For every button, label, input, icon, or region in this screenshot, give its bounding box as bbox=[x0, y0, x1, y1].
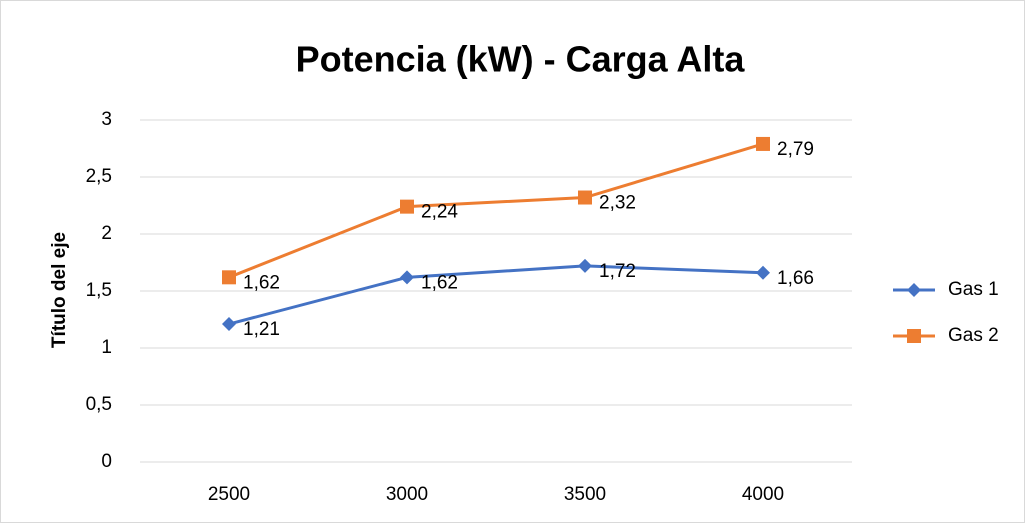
marker bbox=[400, 199, 414, 214]
data-label: 1,62 bbox=[243, 272, 280, 293]
marker bbox=[400, 270, 414, 285]
y-tick-label: 2,5 bbox=[86, 166, 112, 187]
x-tick-label: 2500 bbox=[208, 484, 250, 505]
marker bbox=[222, 270, 236, 285]
marker bbox=[907, 329, 921, 343]
legend-label: Gas 1 bbox=[948, 279, 999, 300]
data-label: 1,72 bbox=[599, 261, 636, 282]
line bbox=[228, 264, 764, 326]
y-tick-label: 0 bbox=[101, 451, 112, 472]
line bbox=[228, 142, 764, 279]
marker bbox=[907, 283, 921, 297]
legend-label: Gas 2 bbox=[948, 325, 999, 346]
data-label: 1,21 bbox=[243, 319, 280, 340]
data-label: 2,24 bbox=[421, 202, 458, 223]
chart-title: Potencia (kW) - Carga Alta bbox=[296, 39, 746, 80]
y-tick-label: 1,5 bbox=[86, 280, 112, 301]
marker bbox=[756, 136, 770, 151]
data-label: 2,79 bbox=[777, 139, 814, 160]
y-tick-label: 1 bbox=[101, 337, 112, 358]
x-tick-label: 3500 bbox=[564, 484, 606, 505]
y-tick-label: 3 bbox=[101, 109, 112, 130]
y-tick-label: 0,5 bbox=[86, 394, 112, 415]
y-tick-label: 2 bbox=[101, 223, 112, 244]
marker bbox=[756, 265, 770, 280]
marker bbox=[578, 258, 592, 273]
data-label: 1,66 bbox=[777, 268, 814, 289]
x-tick-label: 3000 bbox=[386, 484, 428, 505]
y-axis-title: Título del eje bbox=[49, 232, 70, 348]
x-tick-label: 4000 bbox=[742, 484, 784, 505]
data-label: 1,62 bbox=[421, 272, 458, 293]
data-label: 2,32 bbox=[599, 193, 636, 214]
marker bbox=[222, 317, 236, 332]
marker bbox=[578, 190, 592, 205]
